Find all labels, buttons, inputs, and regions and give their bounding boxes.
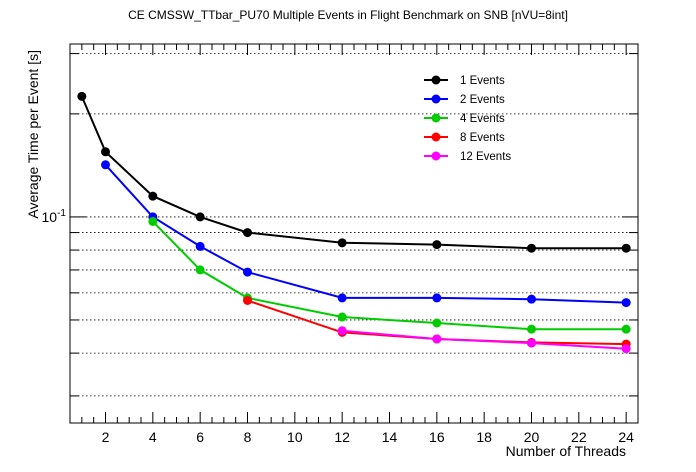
y-axis-title: Average Time per Event [s]	[25, 50, 41, 219]
x-tick-label: 4	[149, 429, 157, 445]
data-point	[621, 243, 631, 253]
data-point	[195, 212, 205, 222]
series-line-5	[342, 329, 627, 350]
series-line-3	[152, 220, 627, 331]
legend-label: 1 Events	[460, 75, 505, 87]
x-tick-label: 18	[476, 429, 492, 445]
data-point	[432, 293, 442, 303]
data-point	[77, 91, 87, 101]
data-point	[148, 216, 158, 226]
x-tick-label: 10	[287, 429, 303, 445]
legend-label: 12 Events	[460, 151, 511, 163]
x-tick-label: 20	[524, 429, 540, 445]
data-point	[243, 267, 252, 277]
data-point	[432, 318, 442, 328]
x-axis-title: Number of Threads	[506, 443, 626, 459]
plot-frame	[69, 43, 639, 424]
legend-label: 8 Events	[460, 132, 505, 144]
series-layer	[77, 91, 631, 354]
grid-lines	[70, 53, 638, 397]
legend-marker	[431, 132, 441, 142]
legend: 1 Events 2 Events 4 Events 8 Events 12 Event…	[424, 75, 511, 163]
legend-label: 4 Events	[460, 113, 505, 125]
legend-marker	[431, 75, 441, 85]
data-point	[621, 324, 631, 334]
data-point	[243, 228, 252, 238]
y-tick-label: 10-1	[42, 208, 67, 225]
data-point	[621, 298, 631, 308]
data-point	[101, 160, 110, 170]
x-tick-label: 24	[618, 429, 634, 445]
data-point	[148, 191, 158, 201]
data-point	[195, 241, 205, 251]
x-tick-label: 6	[196, 429, 204, 445]
data-point	[527, 324, 536, 334]
x-tick-label: 8	[244, 429, 252, 445]
x-tick-label: 22	[571, 429, 587, 445]
axis-ticks: 10-12 4 6 8 10 12 14 16 18 20 22 24	[42, 44, 638, 445]
data-point	[337, 293, 347, 303]
legend-label: 2 Events	[460, 94, 505, 106]
data-point	[432, 240, 442, 250]
data-point	[337, 326, 347, 336]
data-point	[195, 265, 205, 275]
x-tick-label: 16	[429, 429, 445, 445]
series-line-1	[80, 96, 627, 250]
legend-marker	[431, 113, 441, 123]
data-point	[621, 344, 631, 354]
x-tick-label: 2	[102, 429, 110, 445]
legend-marker	[431, 94, 441, 104]
data-point	[337, 312, 347, 322]
x-tick-label: 14	[382, 429, 398, 445]
data-point	[101, 147, 110, 157]
data-point	[432, 334, 442, 344]
series-line-2	[104, 164, 627, 304]
legend-marker	[431, 151, 441, 161]
x-tick-label: 12	[334, 429, 350, 445]
chart-title: CE CMSSW_TTbar_PU70 Multiple Events in F…	[128, 8, 568, 22]
data-point	[527, 294, 536, 304]
data-point	[527, 243, 536, 253]
data-point	[337, 238, 347, 248]
data-point	[243, 295, 252, 305]
data-point	[527, 338, 536, 348]
